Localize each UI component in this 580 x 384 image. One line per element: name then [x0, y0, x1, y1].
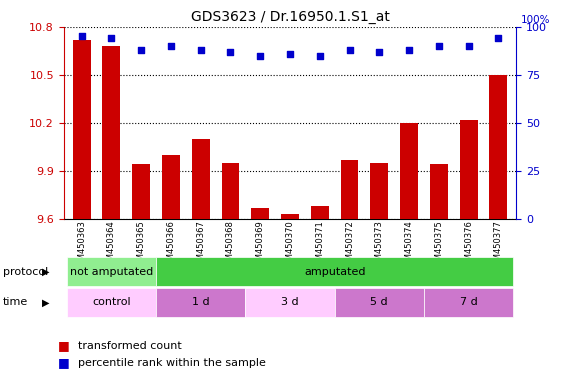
Bar [67, 257, 156, 286]
Bar [192, 139, 209, 219]
Point [196, 47, 205, 53]
Text: ▶: ▶ [42, 266, 49, 277]
Point [107, 35, 116, 41]
Point [375, 49, 384, 55]
Bar [335, 288, 424, 317]
Text: protocol: protocol [3, 266, 48, 277]
Bar [162, 155, 180, 219]
Bar [371, 163, 388, 219]
Text: amputated: amputated [304, 266, 365, 277]
Bar [156, 288, 245, 317]
Text: 7 d: 7 d [460, 297, 477, 308]
Point [136, 47, 146, 53]
Text: ▶: ▶ [42, 297, 49, 308]
Point [404, 47, 414, 53]
Point [464, 43, 473, 49]
Bar [132, 164, 150, 219]
Bar [430, 164, 448, 219]
Point [345, 47, 354, 53]
Point [166, 43, 176, 49]
Text: 3 d: 3 d [281, 297, 299, 308]
Point [494, 35, 503, 41]
Point [315, 53, 324, 59]
Text: ■: ■ [58, 339, 70, 352]
Bar [67, 288, 156, 317]
Text: 1 d: 1 d [192, 297, 209, 308]
Text: 100%: 100% [521, 15, 550, 25]
Bar [222, 163, 240, 219]
Bar [340, 160, 358, 219]
Text: ■: ■ [58, 356, 70, 369]
Text: percentile rank within the sample: percentile rank within the sample [78, 358, 266, 368]
Bar [72, 40, 90, 219]
Bar [490, 75, 508, 219]
Bar [251, 208, 269, 219]
Text: 5 d: 5 d [371, 297, 388, 308]
Text: transformed count: transformed count [78, 341, 182, 351]
Title: GDS3623 / Dr.16950.1.S1_at: GDS3623 / Dr.16950.1.S1_at [191, 10, 389, 25]
Point [434, 43, 444, 49]
Point [77, 33, 86, 40]
Bar [459, 120, 477, 219]
Bar [103, 46, 120, 219]
Bar [281, 214, 299, 219]
Point [285, 51, 295, 57]
Bar [311, 206, 329, 219]
Point [256, 53, 265, 59]
Point [226, 49, 235, 55]
Bar [156, 257, 513, 286]
Text: not amputated: not amputated [70, 266, 153, 277]
Bar [400, 123, 418, 219]
Bar [245, 288, 335, 317]
Text: control: control [92, 297, 130, 308]
Text: time: time [3, 297, 28, 308]
Bar [424, 288, 513, 317]
